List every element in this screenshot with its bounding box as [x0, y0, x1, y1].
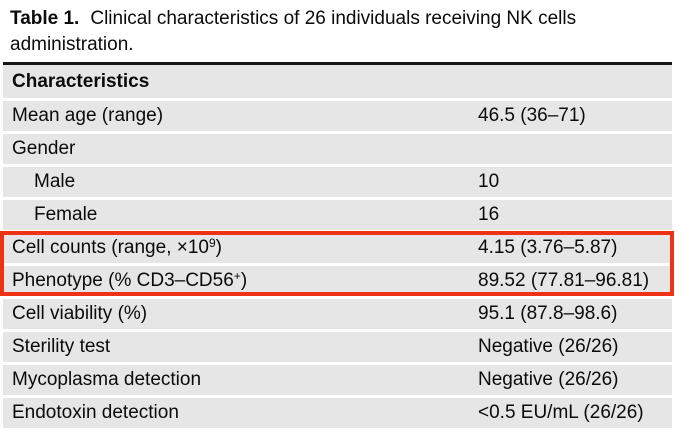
- table-number-label: Table 1.: [10, 8, 80, 29]
- row-label: Cell counts (range, ×109): [12, 236, 222, 258]
- row-value: 95.1 (87.8–98.6): [478, 303, 618, 324]
- row-value: Negative (26/26): [478, 369, 619, 390]
- superscript: 9: [208, 236, 216, 250]
- row-label: Female: [34, 204, 98, 225]
- row-value: 10: [478, 171, 500, 192]
- table-header-label: Characteristics: [12, 70, 150, 92]
- row-value: <0.5 EU/mL (26/26): [478, 402, 644, 423]
- table-row: Mean age (range) 46.5 (36–71): [3, 101, 672, 131]
- table-row: Phenotype (% CD3–CD56+) 89.52 (77.81–96.…: [3, 266, 672, 296]
- table-row: Cell counts (range, ×109) 4.15 (3.76–5.8…: [3, 233, 672, 263]
- row-label: Mycoplasma detection: [12, 369, 202, 390]
- row-value: 89.52 (77.81–96.81): [478, 270, 650, 291]
- table-row: Sterility test Negative (26/26): [3, 332, 672, 362]
- table-caption: Table 1. Clinical characteristics of 26 i…: [10, 6, 672, 58]
- table-row: Endotoxin detection <0.5 EU/mL (26/26): [3, 398, 672, 428]
- table-header-row: Characteristics: [3, 65, 672, 98]
- row-value: 16: [478, 204, 500, 225]
- table-row: Male 10: [3, 167, 672, 197]
- row-label: Cell viability (%): [12, 303, 148, 324]
- row-label: Sterility test: [12, 336, 111, 357]
- clinical-characteristics-table: Characteristics Mean age (range) 46.5 (3…: [3, 62, 672, 431]
- row-value: 46.5 (36–71): [478, 105, 586, 126]
- caption-text: Clinical characteristics of 26 individua…: [90, 8, 577, 29]
- row-value: 4.15 (3.76–5.87): [478, 237, 618, 258]
- table-row: Female 16: [3, 200, 672, 230]
- caption-line-1: Table 1. Clinical characteristics of 26 i…: [10, 6, 672, 32]
- row-label: Male: [34, 171, 76, 192]
- row-label: Endotoxin detection: [12, 402, 179, 423]
- table-row: Mycoplasma detection Negative (26/26): [3, 365, 672, 395]
- row-label: Phenotype (% CD3–CD56+): [12, 269, 248, 291]
- table-row: Cell viability (%) 95.1 (87.8–98.6): [3, 299, 672, 329]
- row-label: Mean age (range): [12, 105, 164, 126]
- caption-line-2: administration.: [10, 34, 134, 55]
- superscript: +: [233, 269, 241, 283]
- table-row: Gender: [3, 134, 672, 164]
- row-value: Negative (26/26): [478, 336, 619, 357]
- row-label: Gender: [12, 138, 76, 159]
